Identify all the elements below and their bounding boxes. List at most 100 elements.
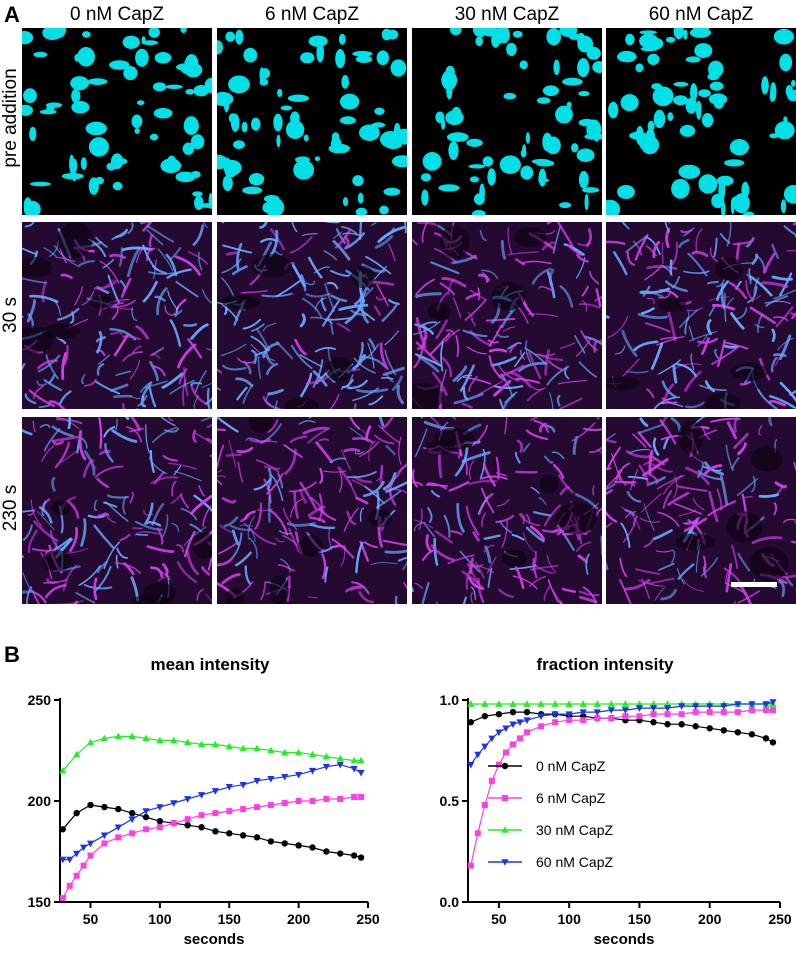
- column-label-6nm: 6 nM CapZ: [265, 4, 359, 25]
- data-point: [322, 763, 330, 771]
- data-point: [59, 826, 66, 833]
- data-point: [678, 703, 686, 710]
- data-point: [488, 735, 496, 743]
- legend-label: 6 nM CapZ: [536, 790, 606, 806]
- data-point: [734, 701, 742, 708]
- x-axis-label: seconds: [184, 931, 245, 948]
- data-point: [502, 749, 509, 756]
- data-point: [467, 719, 475, 726]
- legend-label: 30 nM CapZ: [536, 822, 613, 838]
- series-line: [470, 701, 774, 765]
- data-point: [170, 736, 178, 744]
- y-tick-label: 200: [28, 793, 52, 809]
- data-point: [649, 700, 658, 707]
- data-point: [79, 844, 88, 852]
- micrograph-30s-30nm: [412, 222, 602, 409]
- series-line: [62, 804, 362, 859]
- data-point: [86, 738, 95, 746]
- x-tick-label: 100: [558, 911, 582, 927]
- data-point: [73, 850, 81, 858]
- data-point: [650, 711, 657, 718]
- data-point: [551, 700, 559, 707]
- data-point: [565, 700, 573, 707]
- data-point: [212, 828, 219, 835]
- x-tick-label: 250: [356, 911, 380, 927]
- x-tick-label: 50: [83, 911, 99, 927]
- data-point: [156, 736, 164, 744]
- data-point: [59, 894, 66, 901]
- data-point: [226, 830, 233, 837]
- micrograph-pre-addition-6nm: [217, 28, 407, 215]
- data-point: [467, 700, 475, 707]
- data-point: [66, 856, 74, 864]
- data-point: [184, 822, 191, 829]
- data-point: [692, 709, 699, 716]
- data-point: [336, 761, 344, 769]
- micrograph-230s-30nm: [412, 417, 602, 604]
- data-point: [128, 809, 136, 817]
- data-point: [621, 707, 630, 714]
- data-point: [100, 734, 108, 742]
- data-point: [734, 709, 741, 716]
- data-point: [115, 834, 122, 841]
- data-point: [509, 721, 517, 729]
- data-point: [114, 824, 122, 832]
- data-point: [579, 700, 587, 707]
- x-tick-label: 150: [218, 911, 242, 927]
- y-tick-label: 0.0: [440, 894, 460, 910]
- data-point: [128, 816, 136, 823]
- data-point: [142, 813, 150, 821]
- data-point: [474, 751, 482, 759]
- data-point: [240, 806, 247, 813]
- data-point: [142, 808, 150, 815]
- data-point: [495, 700, 503, 707]
- data-point: [580, 717, 587, 724]
- data-point: [509, 708, 517, 716]
- micrograph-pre-addition-0nm: [22, 28, 212, 215]
- column-label-60nm: 60 nM CapZ: [648, 4, 754, 25]
- data-point: [523, 700, 531, 707]
- data-point: [59, 856, 67, 864]
- data-point: [211, 740, 219, 748]
- data-point: [73, 809, 80, 817]
- data-point: [198, 812, 205, 819]
- data-point: [281, 773, 289, 781]
- data-point: [481, 802, 488, 809]
- data-point: [467, 761, 475, 769]
- data-point: [336, 754, 344, 762]
- column-label-30nm: 30 nM CapZ: [454, 4, 560, 25]
- data-point: [86, 840, 95, 848]
- legend-marker: [501, 826, 509, 833]
- legend-label: 0 nM CapZ: [536, 758, 606, 774]
- data-point: [87, 852, 94, 859]
- data-point: [170, 820, 177, 827]
- data-point: [281, 800, 288, 807]
- data-point: [650, 719, 657, 726]
- data-point: [706, 703, 714, 710]
- row-label-230s: 230 s: [0, 484, 21, 532]
- data-point: [495, 761, 502, 768]
- data-point: [156, 818, 164, 825]
- series-0-nm-capz: [467, 708, 777, 746]
- data-point: [239, 782, 247, 789]
- data-point: [142, 734, 150, 742]
- data-point: [253, 834, 261, 841]
- data-point: [748, 731, 756, 738]
- data-point: [593, 709, 601, 716]
- data-point: [720, 709, 727, 716]
- x-tick-label: 50: [491, 911, 507, 927]
- data-point: [128, 732, 136, 740]
- data-point: [357, 756, 365, 764]
- data-point: [636, 713, 643, 720]
- data-point: [495, 710, 503, 718]
- data-point: [621, 700, 630, 707]
- data-point: [225, 742, 233, 750]
- series-0-nm-capz: [59, 801, 365, 861]
- data-point: [607, 700, 615, 707]
- data-point: [706, 709, 713, 716]
- data-point: [481, 712, 489, 720]
- data-point: [100, 832, 108, 840]
- data-point: [622, 713, 629, 720]
- data-point: [524, 729, 531, 736]
- series-line: [62, 735, 362, 772]
